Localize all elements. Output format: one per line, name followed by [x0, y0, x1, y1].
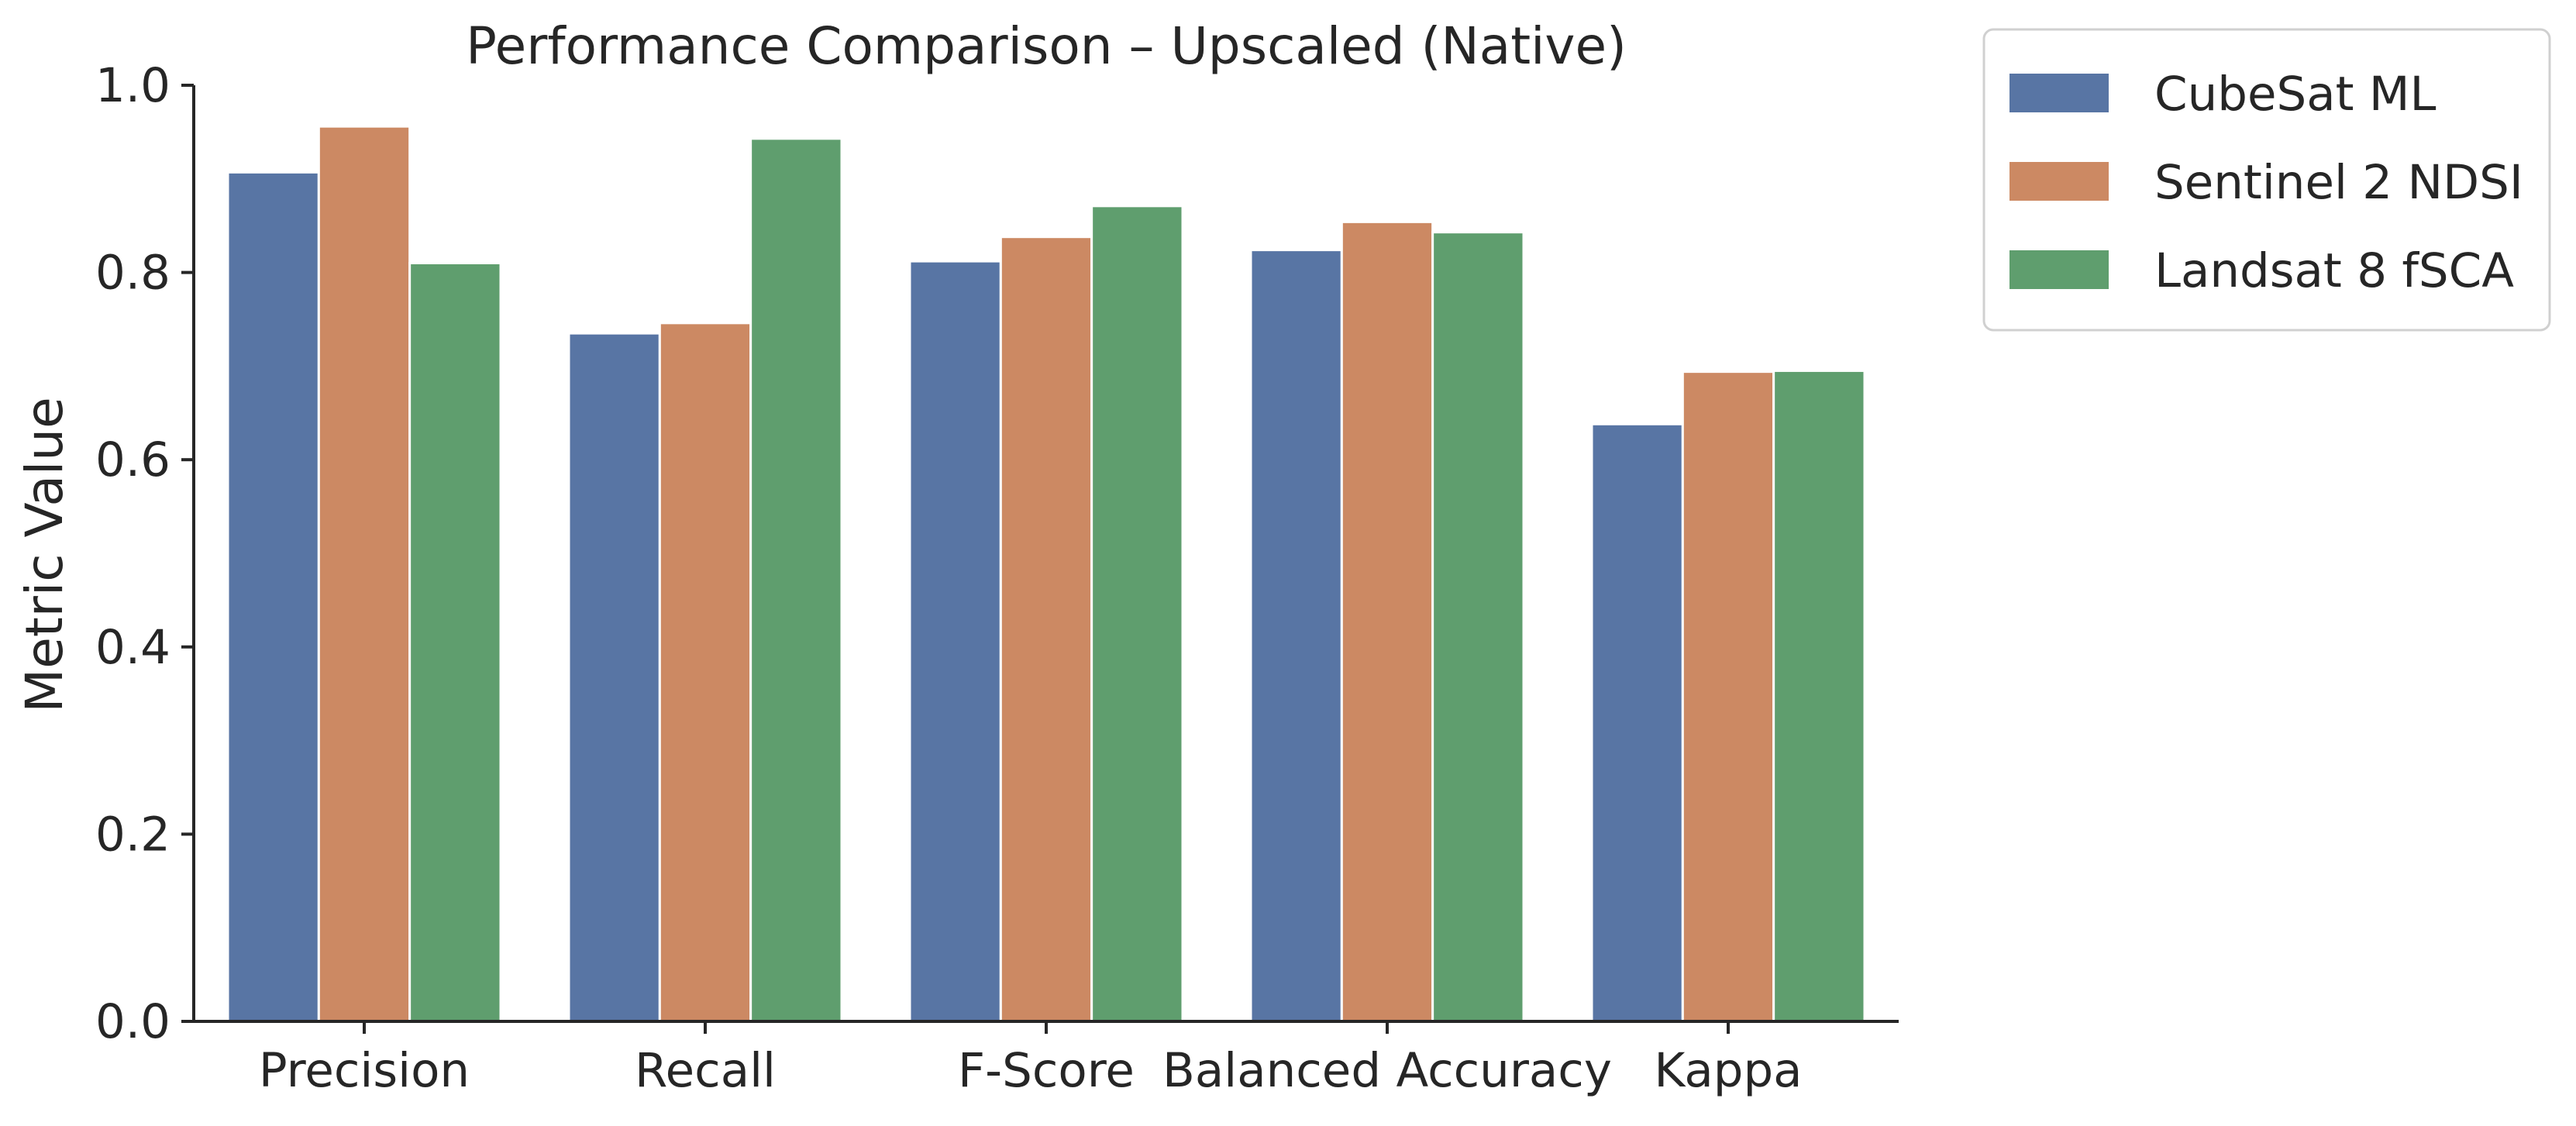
bar-landsat-8-fsca-kappa: [1772, 369, 1866, 1023]
bar-cubesat-ml-kappa: [1590, 422, 1684, 1023]
legend-frame: [1982, 28, 2551, 332]
bars: [226, 125, 1866, 1023]
y-axis-label: Metric Value: [15, 397, 74, 712]
x-tick-label: Kappa: [1654, 1043, 1802, 1098]
bar-cubesat-ml-precision: [226, 170, 320, 1023]
ticks: 0.0 0.2 0.4 0.6 0.8 1.0 Precision Recall F-Score…: [95, 58, 1803, 1098]
y-tick-label: 0.8: [95, 246, 170, 301]
legend-swatch: [2008, 249, 2110, 291]
bar-landsat-8-fsca-recall: [749, 137, 843, 1023]
y-tick-label: 1.0: [95, 58, 170, 113]
y-tick-label: 0.4: [95, 620, 170, 675]
y-tick-label: 0.2: [95, 807, 170, 862]
bar-landsat-8-fsca-precision: [408, 262, 502, 1023]
bar-landsat-8-fsca-balanced-accuracy: [1431, 231, 1525, 1023]
legend-label[interactable]: Sentinel 2 NDSI: [2154, 155, 2523, 210]
bar-landsat-8-fsca-f-score: [1090, 205, 1184, 1023]
bar-sentinel-2-ndsi-recall: [658, 322, 752, 1023]
bar-sentinel-2-ndsi-balanced-accuracy: [1340, 220, 1434, 1023]
legend-swatch: [2008, 72, 2110, 114]
x-tick-label: Balanced Accuracy: [1162, 1043, 1612, 1098]
legend-label[interactable]: CubeSat ML: [2154, 67, 2437, 122]
bar-cubesat-ml-recall: [567, 332, 661, 1023]
chart-title: Performance Comparison – Upscaled (Nativ…: [466, 16, 1627, 76]
bar-sentinel-2-ndsi-kappa: [1681, 370, 1775, 1023]
legend[interactable]: CubeSat ML Sentinel 2 NDSI Landsat 8 fSCA: [1982, 28, 2551, 332]
x-tick-label: Recall: [635, 1043, 776, 1098]
legend-label[interactable]: Landsat 8 fSCA: [2154, 243, 2514, 298]
bar-cubesat-ml-f-score: [908, 260, 1002, 1023]
bar-cubesat-ml-balanced-accuracy: [1249, 249, 1343, 1023]
y-tick-label: 0.0: [95, 994, 170, 1049]
y-tick-label: 0.6: [95, 432, 170, 487]
bar-sentinel-2-ndsi-f-score: [999, 236, 1093, 1023]
x-tick-label: F-Score: [958, 1043, 1135, 1098]
x-tick-label: Precision: [259, 1043, 470, 1098]
legend-swatch: [2008, 160, 2110, 202]
bar-sentinel-2-ndsi-precision: [317, 125, 412, 1023]
